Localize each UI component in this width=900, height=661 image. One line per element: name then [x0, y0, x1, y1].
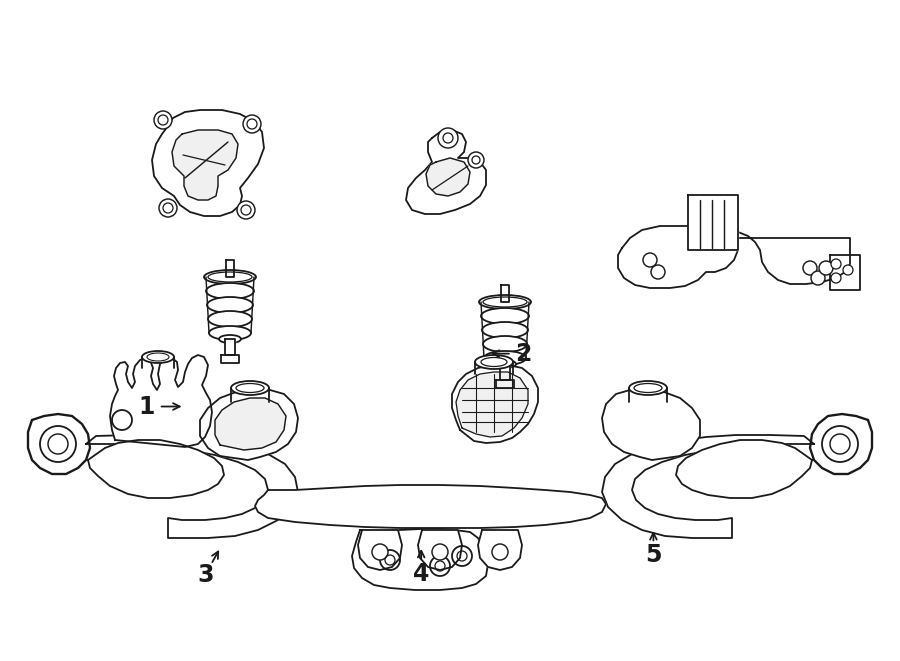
Ellipse shape [481, 308, 529, 324]
Polygon shape [200, 390, 298, 460]
Polygon shape [226, 260, 234, 277]
Polygon shape [496, 380, 514, 388]
Circle shape [819, 261, 833, 275]
Circle shape [159, 199, 177, 217]
Circle shape [154, 111, 172, 129]
Circle shape [430, 556, 450, 576]
Circle shape [468, 152, 484, 168]
Ellipse shape [208, 311, 252, 327]
Circle shape [452, 546, 472, 566]
Polygon shape [500, 364, 510, 380]
Ellipse shape [475, 355, 513, 369]
Circle shape [492, 544, 508, 560]
Polygon shape [452, 365, 538, 443]
Polygon shape [152, 110, 264, 216]
Ellipse shape [231, 381, 269, 395]
Polygon shape [478, 530, 522, 570]
Circle shape [372, 544, 388, 560]
Text: 3: 3 [197, 563, 213, 587]
Text: 2: 2 [516, 342, 532, 366]
Polygon shape [810, 414, 872, 474]
Polygon shape [602, 435, 814, 538]
Ellipse shape [479, 295, 531, 309]
Polygon shape [28, 414, 90, 474]
Polygon shape [456, 372, 528, 437]
Circle shape [438, 128, 458, 148]
Polygon shape [215, 398, 286, 450]
Polygon shape [225, 339, 235, 355]
Polygon shape [618, 226, 850, 288]
Ellipse shape [629, 381, 667, 395]
Circle shape [643, 253, 657, 267]
Circle shape [651, 265, 665, 279]
Polygon shape [501, 285, 509, 302]
Ellipse shape [207, 297, 253, 313]
Circle shape [432, 544, 448, 560]
Polygon shape [602, 390, 700, 460]
Polygon shape [406, 130, 486, 214]
Circle shape [822, 426, 858, 462]
Polygon shape [86, 435, 298, 538]
Circle shape [380, 550, 400, 570]
Circle shape [112, 410, 132, 430]
Polygon shape [255, 485, 606, 528]
Ellipse shape [494, 360, 516, 368]
Ellipse shape [483, 336, 527, 352]
Circle shape [811, 271, 825, 285]
Text: 1: 1 [139, 395, 155, 418]
Text: 4: 4 [413, 562, 429, 586]
Ellipse shape [219, 335, 241, 343]
Circle shape [237, 201, 255, 219]
Text: 5: 5 [645, 543, 662, 567]
Circle shape [843, 265, 853, 275]
Polygon shape [418, 530, 462, 570]
Polygon shape [426, 158, 470, 196]
Polygon shape [221, 355, 239, 363]
Polygon shape [688, 195, 738, 250]
Ellipse shape [204, 270, 256, 284]
Circle shape [40, 426, 76, 462]
Polygon shape [352, 529, 488, 590]
Polygon shape [172, 130, 238, 200]
Ellipse shape [484, 351, 526, 365]
Circle shape [831, 273, 841, 283]
Polygon shape [358, 530, 402, 570]
Ellipse shape [206, 283, 254, 299]
Polygon shape [88, 440, 224, 498]
Circle shape [243, 115, 261, 133]
Ellipse shape [482, 322, 528, 338]
Circle shape [831, 259, 841, 269]
Polygon shape [676, 440, 812, 498]
Polygon shape [110, 355, 212, 447]
Ellipse shape [209, 326, 251, 340]
Ellipse shape [142, 351, 174, 363]
Polygon shape [830, 255, 860, 290]
Circle shape [803, 261, 817, 275]
